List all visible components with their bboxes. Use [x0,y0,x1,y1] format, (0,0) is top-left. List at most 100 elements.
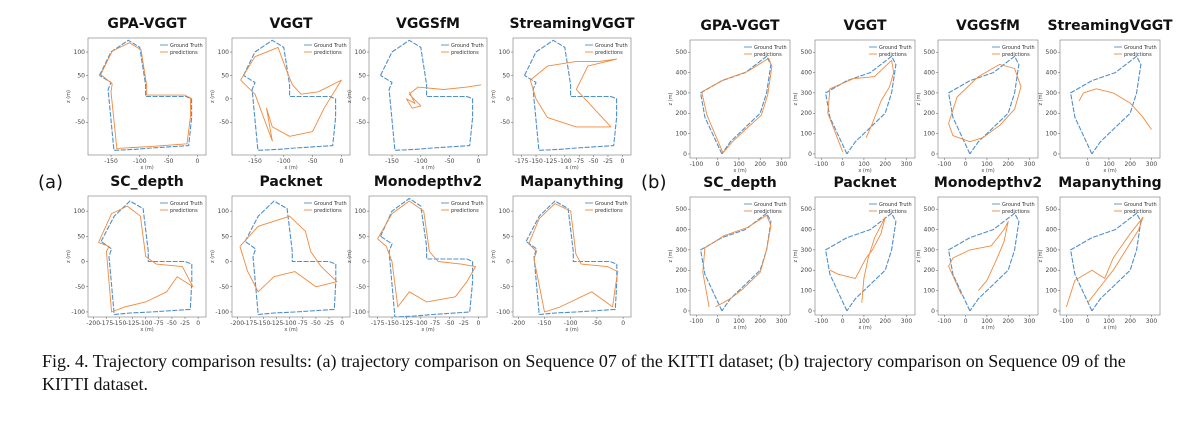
series-ground-truth [700,55,772,155]
y-tick-label: 50 [502,233,510,240]
figure-caption: Fig. 4. Trajectory comparison results: (… [42,351,1126,394]
y-tick-label: 500 [801,206,813,213]
y-axis-label: z (m) [491,250,497,263]
series-ground-truth [380,39,474,151]
subplot-a-monodepthv2: Monodepthv2-175 -150 -125 -100 -75 -50 -25 0-10… [347,174,488,333]
y-tick-label: -50 [75,284,85,291]
x-tick-label: -125 [400,320,414,327]
y-tick-label: -100 [352,309,366,316]
y-tick-label: 300 [676,90,688,97]
x-tick-label: -100 [564,320,578,327]
subplot-a-mapanything: Mapanything -200 -150 -100 -50 0 -100 -50 0 50 100… [491,174,632,333]
x-axis-label: x (m) [421,327,434,333]
legend-label-ground-truth: Ground Truth [451,43,484,49]
x-tick-label: 0 [1086,161,1090,168]
x-axis-label: x (m) [858,325,871,331]
y-tick-label: 0 [225,96,229,103]
series-ground-truth [1070,212,1142,312]
series-ground-truth [1070,55,1142,155]
x-tick-label: -100 [139,320,153,327]
legend-label-predictions: predictions [170,208,198,214]
x-tick-label: -25 [324,320,334,327]
x-tick-label: 200 [1002,318,1014,325]
x-tick-label: -100 [938,318,952,325]
x-axis-label: x (m) [733,168,746,174]
legend-label-predictions: predictions [314,208,342,214]
x-tick-label: -150 [113,320,127,327]
plot-frame [512,37,632,156]
plot-title: StreamingVGGT [509,16,635,32]
plot-title: Packnet [833,175,896,191]
x-tick-label: 0 [476,320,480,327]
x-tick-label: 300 [1146,318,1158,325]
legend-label-predictions: predictions [879,209,907,215]
x-tick-label: -100 [283,320,297,327]
subplot-a-vggt: VGGT -150 -100 -50 0 -50 0 50 100 x (m) z (m) Groun… [210,16,351,171]
plot-title: SC_depth [110,174,184,190]
x-tick-label: 200 [879,161,891,168]
subplot-b-mapanything: Mapanything-100 0 100 200 300010020030040050… [1038,175,1162,331]
x-tick-label: 0 [964,318,968,325]
y-tick-label: -50 [356,284,366,291]
series-predictions [529,58,618,128]
series-predictions [948,220,1009,295]
y-tick-label: 400 [1046,227,1058,234]
y-tick-label: 50 [502,72,510,79]
x-tick-label: -75 [430,320,440,327]
y-tick-label: 0 [81,259,85,266]
y-tick-label: 300 [1046,247,1058,254]
y-axis-label: z (m) [210,250,216,263]
x-axis-label: x (m) [565,327,578,333]
legend-label-ground-truth: Ground Truth [170,201,203,207]
y-tick-label: 100 [218,49,230,56]
y-tick-label: 100 [676,288,688,295]
y-tick-label: 100 [676,131,688,138]
legend-label-ground-truth: Ground Truth [314,201,347,207]
series-predictions [100,42,191,149]
x-tick-label: -100 [414,320,428,327]
series-predictions [377,200,476,308]
series-predictions [829,216,886,303]
x-tick-label: -100 [414,158,428,165]
x-tick-label: 0 [196,320,200,327]
x-tick-label: -75 [298,320,308,327]
series-predictions [701,57,773,154]
y-tick-label: 300 [801,90,813,97]
y-tick-label: 300 [1046,90,1058,97]
y-tick-label: 0 [931,151,935,158]
plot-frame [814,196,916,316]
x-tick-label: 200 [754,161,766,168]
plot-frame [937,39,1039,159]
y-tick-label: -50 [75,119,85,126]
x-tick-label: -100 [558,158,572,165]
y-tick-label: 500 [676,49,688,56]
y-axis-label: z (m) [668,249,674,262]
x-tick-label: 300 [1024,318,1036,325]
y-tick-label: 100 [801,131,813,138]
subplot-a-streamingvggt: StreamingVGGT -175 -150 -125 -100 -75 -50 -25 0 -… [491,16,635,171]
x-axis-label: x (m) [858,168,871,174]
x-tick-label: 200 [879,318,891,325]
x-tick-label: -125 [544,158,558,165]
y-axis-label: z (m) [916,249,922,262]
y-tick-label: 300 [676,247,688,254]
y-axis-label: z (m) [347,90,353,103]
legend-label-ground-truth: Ground Truth [1002,45,1035,51]
y-tick-label: 0 [1053,151,1057,158]
x-tick-label: 300 [776,318,788,325]
legend-label-ground-truth: Ground Truth [595,43,628,49]
x-tick-label: 100 [1103,318,1115,325]
subplot-b-monodepthv2: Monodepthv2-100 0 100 200 300010020030040050… [916,175,1042,331]
y-tick-label: 100 [1046,131,1058,138]
x-tick-label: -175 [100,320,114,327]
y-tick-label: -50 [219,284,229,291]
y-tick-label: 50 [358,72,366,79]
